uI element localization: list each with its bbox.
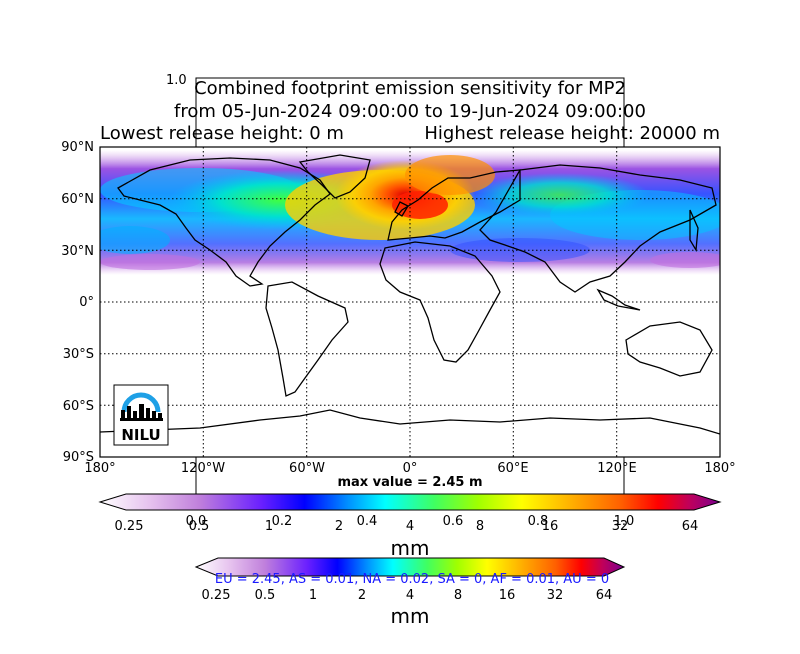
stray-tick: 0.2 — [272, 514, 293, 529]
colorbar-tick: 32 — [547, 588, 564, 603]
nilu-logo: NILU — [113, 384, 169, 446]
colorbar-tick: 8 — [454, 588, 462, 603]
lat-label: 60°S — [63, 399, 94, 414]
max-value-label: max value = 2.45 m — [337, 475, 482, 490]
colorbar-tick: 0.5 — [189, 519, 210, 534]
colorbar-tick: 8 — [476, 519, 484, 534]
lon-label: 120°W — [181, 461, 225, 476]
colorbar-tick: 16 — [542, 519, 559, 534]
map-panel: NILU 90°N 60°N 30°N 0° 30°S 60°S 90°S 18… — [61, 140, 735, 490]
lat-label: 0° — [79, 295, 94, 310]
colorbar-tick: 64 — [596, 588, 613, 603]
lat-label: 90°S — [63, 450, 94, 465]
colorbar-tick: 1 — [265, 519, 273, 534]
colorbar-tick: 0.5 — [255, 588, 276, 603]
colorbar-tick: 4 — [406, 588, 414, 603]
stray-tick: 0.4 — [357, 514, 378, 529]
lon-label: 60°W — [289, 461, 325, 476]
colorbar-tick: 64 — [682, 519, 699, 534]
stray-tick: 0.6 — [443, 514, 464, 529]
stray-axis-top-label: 1.0 — [166, 73, 187, 88]
colorbar-main-unit: mm — [391, 536, 430, 560]
lon-label: 180° — [704, 461, 735, 476]
map-title: Combined footprint emission sensitivity … — [100, 78, 720, 144]
colorbar-tick: 2 — [358, 588, 366, 603]
lon-label: 0° — [403, 461, 418, 476]
colorbar-main-ticks: 0.25 0.5 1 2 4 8 16 32 64 — [115, 519, 699, 534]
colorbar-tick: 0.25 — [202, 588, 231, 603]
lon-label: 180° — [84, 461, 115, 476]
colorbar-tick: 2 — [335, 519, 343, 534]
longitude-labels: 180° 120°W 60°W 0° 60°E 120°E 180° — [84, 461, 735, 476]
title-line-3-left: Lowest release height: 0 m — [100, 123, 344, 144]
colorbar-secondary-unit: mm — [391, 604, 430, 628]
stray-tick: 1.0 — [614, 514, 635, 529]
region-totals: EU = 2.45, AS = 0.01, NA = 0.02, SA = 0,… — [215, 572, 609, 587]
colorbar-tick: 1 — [309, 588, 317, 603]
colorbar-secondary-ticks: 0.25 0.5 1 2 4 8 16 32 64 — [202, 588, 613, 603]
colorbar-tick: 0.25 — [115, 519, 144, 534]
title-line-1: Combined footprint emission sensitivity … — [194, 78, 626, 99]
colorbar-tick: 4 — [406, 519, 414, 534]
lat-label: 90°N — [61, 140, 94, 155]
lat-label: 60°N — [61, 192, 94, 207]
graticule — [100, 147, 720, 457]
title-line-2: from 05-Jun-2024 09:00:00 to 19-Jun-2024… — [174, 101, 646, 122]
stray-tick: 0.8 — [528, 514, 549, 529]
latitude-labels: 90°N 60°N 30°N 0° 30°S 60°S 90°S — [61, 140, 94, 465]
lon-label: 120°E — [597, 461, 637, 476]
lat-label: 30°N — [61, 244, 94, 259]
nilu-logo-text: NILU — [121, 426, 160, 444]
colorbar-main: 0.25 0.5 1 2 4 8 16 32 64 mm — [98, 493, 722, 560]
colorbar-secondary: EU = 2.45, AS = 0.01, NA = 0.02, SA = 0,… — [194, 557, 626, 628]
lat-label: 30°S — [63, 347, 94, 362]
colorbar-tick: 16 — [499, 588, 516, 603]
stray-axis-ticks: 0.0 0.2 0.4 0.6 0.8 1.0 — [186, 514, 635, 529]
coastlines — [100, 154, 720, 435]
title-line-3-right: Highest release height: 20000 m — [424, 123, 720, 144]
stray-tick: 0.0 — [186, 514, 207, 529]
lon-label: 60°E — [497, 461, 528, 476]
colorbar-tick: 32 — [612, 519, 629, 534]
